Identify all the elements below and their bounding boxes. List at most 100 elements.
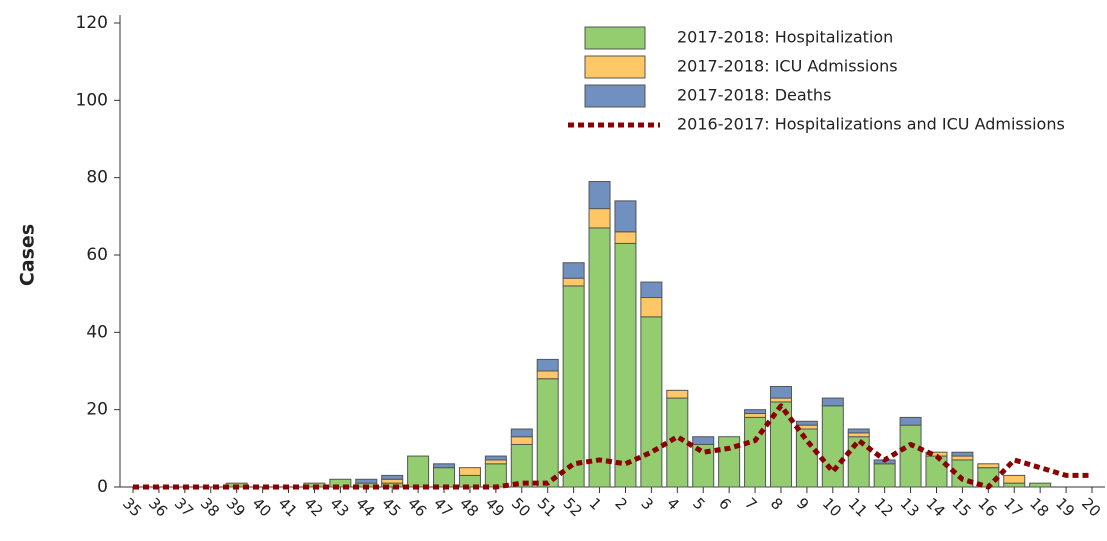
x-tick-label: 13: [897, 494, 923, 520]
x-tick-label: 8: [767, 494, 786, 513]
x-tick-label: 38: [197, 494, 223, 520]
bar-segment: [666, 397, 689, 488]
bar-segment: [407, 455, 430, 488]
bar-segment: [1003, 482, 1026, 488]
bar-segment: [484, 455, 507, 461]
x-tick-label: 2: [611, 494, 630, 513]
bar-segment: [536, 358, 559, 372]
x-tick-label: 3: [637, 494, 656, 513]
bar-segment: [588, 208, 611, 229]
y-tick-label: 100: [76, 90, 108, 110]
x-tick-label: 49: [482, 494, 508, 520]
bar-segment: [510, 443, 533, 488]
x-tick-label: 43: [326, 494, 352, 520]
bar-segment: [847, 436, 870, 488]
x-tick-label: 41: [275, 494, 301, 520]
bar-segment: [925, 455, 948, 488]
x-tick-label: 19: [1052, 494, 1078, 520]
bar-segment: [510, 428, 533, 438]
bar-segment: [744, 409, 767, 415]
y-tick-label: 0: [97, 477, 108, 497]
x-tick-label: 10: [819, 494, 845, 520]
bar-segment: [951, 455, 974, 461]
x-tick-label: 40: [249, 494, 275, 520]
bar-segment: [821, 397, 844, 407]
y-tick-label: 80: [86, 168, 108, 188]
bar-segment: [562, 277, 585, 287]
bar-segment: [977, 463, 1000, 469]
x-tick-label: 35: [119, 494, 145, 520]
x-tick-label: 52: [560, 494, 586, 520]
y-tick-label: 20: [86, 400, 108, 420]
bar-segment: [329, 478, 352, 488]
x-tick-label: 12: [871, 494, 897, 520]
bar-segment: [640, 281, 663, 299]
x-tick-label: 48: [456, 494, 482, 520]
bar-segment: [536, 378, 559, 488]
bar-segment: [640, 297, 663, 318]
x-tick-label: 6: [715, 494, 734, 513]
x-tick-label: 42: [300, 494, 326, 520]
y-tick-label: 40: [86, 322, 108, 342]
y-tick-label: 120: [76, 13, 108, 33]
x-tick-label: 17: [1000, 494, 1026, 520]
bar-segment: [744, 413, 767, 418]
x-tick-label: 7: [741, 494, 760, 513]
line-series: [133, 403, 1092, 490]
bar-segment: [484, 459, 507, 465]
y-axis-label: Cases: [17, 224, 39, 286]
bar-segment: [562, 285, 585, 488]
x-tick-label: 37: [171, 494, 197, 520]
bar-segment: [692, 436, 715, 445]
legend-label: 2017-2018: Hospitalization: [677, 28, 893, 47]
bar-segment: [795, 420, 818, 426]
x-tick-label: 4: [663, 494, 682, 513]
bar-segment: [433, 463, 456, 469]
bar-segment: [640, 316, 663, 488]
bar-segment: [718, 436, 741, 488]
bar-segment: [588, 181, 611, 210]
legend-label: 2017-2018: ICU Admissions: [677, 57, 898, 76]
legend-swatch: [584, 84, 646, 108]
x-tick-label: 45: [378, 494, 404, 520]
bar-segment: [536, 370, 559, 380]
x-tick-label: 50: [508, 494, 534, 520]
bar-segment: [1003, 474, 1026, 484]
legend-label: 2017-2018: Deaths: [677, 86, 831, 105]
bar-segment: [614, 200, 637, 233]
legend-label: 2016-2017: Hospitalizations and ICU Admi…: [677, 115, 1065, 134]
bar-segment: [873, 463, 896, 488]
bar-segment: [769, 385, 792, 399]
bar-segment: [458, 467, 481, 476]
x-tick-label: 44: [352, 494, 378, 520]
x-tick-label: 51: [534, 494, 560, 520]
bar-segment: [1029, 482, 1052, 488]
x-tick-label: 1: [586, 494, 605, 513]
bar-segment: [744, 416, 767, 488]
y-tick-label: 60: [86, 245, 108, 265]
bar-segment: [769, 397, 792, 403]
bar-segment: [899, 424, 922, 488]
bar-segment: [614, 231, 637, 244]
x-tick-label: 14: [922, 494, 948, 520]
bar-segment: [355, 478, 378, 484]
x-tick-label: 47: [430, 494, 456, 520]
bar-segment: [433, 467, 456, 488]
x-tick-label: 9: [793, 494, 812, 513]
bar-segment: [588, 227, 611, 488]
bar-segment: [562, 262, 585, 279]
x-tick-label: 15: [948, 494, 974, 520]
x-tick-label: 39: [223, 494, 249, 520]
bar-segment: [821, 405, 844, 488]
bar-segment: [951, 451, 974, 457]
bar-segment: [899, 416, 922, 426]
bar-segment: [795, 428, 818, 488]
bar-segment: [847, 432, 870, 438]
bar-segment: [614, 242, 637, 488]
bar-segment: [381, 478, 404, 484]
x-tick-label: 18: [1026, 494, 1052, 520]
x-tick-label: 20: [1078, 494, 1104, 520]
bar-segment: [510, 436, 533, 445]
legend-swatch: [584, 55, 646, 79]
